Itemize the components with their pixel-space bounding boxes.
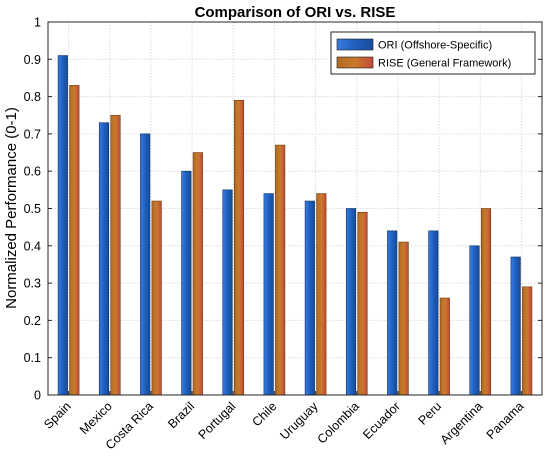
x-tick-label: Brazil <box>165 399 197 431</box>
bar-rise-brazil <box>192 152 203 396</box>
bar-ori-portugal <box>222 189 233 396</box>
bar-rise-chile <box>275 144 286 396</box>
bar-ori-panama <box>510 256 521 396</box>
x-tick-label: Argentina <box>438 399 486 447</box>
bar-ori-peru <box>428 230 439 396</box>
y-tick-label: 0.3 <box>24 277 41 291</box>
legend-label-rise: RISE (General Framework) <box>378 58 511 70</box>
bar-ori-ecuador <box>387 230 398 396</box>
bar-ori-argentina <box>469 245 480 396</box>
grid-lines <box>48 22 542 395</box>
bar-rise-spain <box>69 85 80 396</box>
bar-rise-colombia <box>357 211 368 396</box>
bar-ori-mexico <box>98 122 110 396</box>
y-tick-label: 0.6 <box>24 165 41 179</box>
bar-ori-costa-rica <box>140 133 151 396</box>
x-tick-label: Mexico <box>77 399 115 437</box>
y-axis-ticks: 0 0.1 0.2 0.3 0.4 0.5 0.6 0.7 0.8 0.9 1 <box>24 16 542 403</box>
bar-rise-ecuador <box>398 241 409 396</box>
bar-rise-panama <box>522 286 533 396</box>
y-axis-label: Normalized Performance (0-1) <box>3 107 20 309</box>
bar-ori-colombia <box>345 208 357 396</box>
x-tick-label: Chile <box>249 399 279 429</box>
bar-ori-spain <box>57 55 68 396</box>
bar-rise-peru <box>439 297 450 396</box>
legend: ORI (Offshore-Specific) RISE (General Fr… <box>330 31 536 75</box>
x-tick-label: Spain <box>41 399 74 432</box>
bar-rise-portugal <box>233 100 245 396</box>
y-tick-label: 0.9 <box>24 53 41 67</box>
bar-rise-argentina <box>480 208 492 396</box>
y-tick-label: 0.2 <box>24 314 41 328</box>
y-tick-label: 0.1 <box>24 351 41 365</box>
legend-swatch-ori <box>336 38 374 51</box>
bar-ori-brazil <box>181 170 192 396</box>
x-tick-label: Colombia <box>315 399 362 446</box>
bar-ori-uruguay <box>304 200 315 396</box>
bar-rise-mexico <box>110 114 121 396</box>
legend-label-ori: ORI (Offshore-Specific) <box>378 40 492 52</box>
y-tick-label: 0.4 <box>24 239 41 253</box>
x-tick-label: Portugal <box>196 399 239 442</box>
y-tick-label: 0 <box>34 389 41 403</box>
y-tick-label: 0.8 <box>24 90 41 104</box>
bars <box>57 55 533 396</box>
x-tick-label: Peru <box>416 399 445 428</box>
bar-rise-uruguay <box>316 193 327 396</box>
x-tick-label: Ecuador <box>360 399 403 442</box>
bar-rise-costa-rica <box>151 200 162 396</box>
legend-swatch-rise <box>336 56 374 69</box>
x-tick-label: Panama <box>484 399 527 442</box>
bar-ori-chile <box>263 193 274 396</box>
y-tick-label: 0.7 <box>24 127 41 141</box>
chart-title: Comparison of ORI vs. RISE <box>195 4 396 21</box>
y-tick-label: 1 <box>34 16 41 30</box>
y-tick-label: 0.5 <box>24 202 41 216</box>
